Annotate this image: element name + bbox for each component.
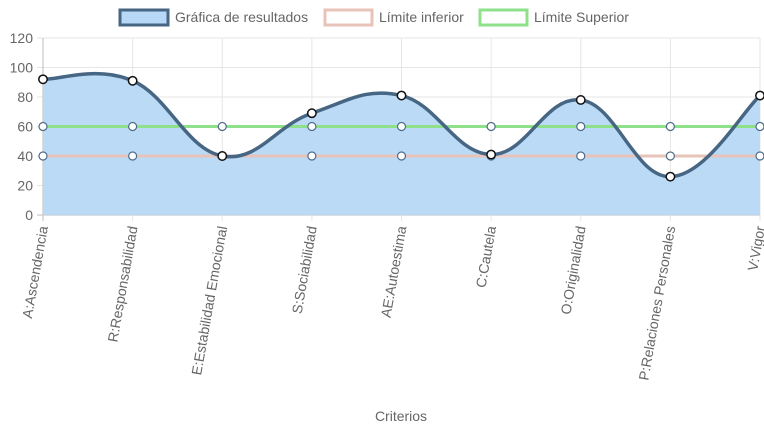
- legend-swatch: [118, 8, 170, 27]
- x-tick-label: V:Vigor: [744, 224, 764, 272]
- legend-item-results[interactable]: Gráfica de resultados: [118, 8, 308, 27]
- lower-limit-point[interactable]: [665, 151, 675, 161]
- results-point[interactable]: [38, 74, 48, 85]
- x-tick-label: S:Sociabilidad: [289, 225, 320, 315]
- x-tick-label: O:Originalidad: [557, 225, 588, 316]
- upper-limit-point[interactable]: [665, 121, 675, 132]
- x-tick-label: P:Relaciones Personales: [635, 225, 678, 382]
- x-tick-label: A:Ascendencia: [19, 225, 51, 320]
- legend-swatch: [323, 8, 374, 27]
- y-tick-label: 120: [10, 30, 34, 46]
- results-point[interactable]: [755, 90, 764, 101]
- upper-limit-point[interactable]: [486, 121, 496, 132]
- legend-swatch: [478, 8, 529, 27]
- legend-item-upper-limit[interactable]: Límite Superior: [478, 8, 629, 27]
- lower-limit-point[interactable]: [128, 151, 138, 161]
- y-tick-label: 20: [17, 178, 33, 194]
- points-layer: [38, 74, 764, 182]
- lower-limit-point[interactable]: [307, 151, 317, 161]
- upper-limit-point[interactable]: [396, 121, 407, 132]
- results-point[interactable]: [396, 90, 407, 101]
- y-tick-label: 60: [17, 119, 33, 135]
- upper-limit-point[interactable]: [217, 121, 227, 132]
- results-point[interactable]: [306, 108, 317, 119]
- lower-limit-point[interactable]: [38, 151, 48, 161]
- upper-limit-point[interactable]: [576, 121, 586, 132]
- results-area-fill: [43, 73, 760, 215]
- upper-limit-point[interactable]: [128, 121, 138, 132]
- legend-label: Límite inferior: [379, 9, 464, 25]
- results-point[interactable]: [127, 75, 138, 86]
- lower-limit-point[interactable]: [576, 151, 586, 161]
- legend-label: Gráfica de resultados: [175, 9, 308, 25]
- lower-limit-point[interactable]: [396, 151, 407, 161]
- upper-limit-point[interactable]: [38, 121, 48, 132]
- x-tick-label: C:Cautela: [473, 225, 500, 289]
- results-line: [42, 71, 762, 179]
- results-point[interactable]: [665, 171, 676, 182]
- x-axis-title: Criterios: [375, 408, 427, 424]
- legend-item-lower-limit[interactable]: Límite inferior: [323, 8, 464, 27]
- results-point[interactable]: [217, 151, 228, 161]
- x-tick-label: E:Estabilidad Emocional: [188, 225, 230, 376]
- y-tick-label: 40: [17, 148, 33, 164]
- results-point[interactable]: [575, 95, 586, 105]
- upper-limit-point[interactable]: [307, 121, 317, 132]
- x-tick-label: AE:Autoestima: [378, 225, 410, 319]
- lower-limit-point[interactable]: [755, 151, 764, 161]
- results-point[interactable]: [486, 149, 497, 160]
- upper-limit-point[interactable]: [755, 121, 764, 132]
- legend-label: Límite Superior: [534, 9, 629, 25]
- legend[interactable]: Gráfica de resultados Límite inferior Lími…: [118, 8, 629, 27]
- y-tick-label: 0: [25, 207, 33, 223]
- y-tick-label: 80: [17, 89, 33, 105]
- y-tick-label: 100: [10, 60, 34, 76]
- x-tick-label: R:Responsabilidad: [104, 225, 140, 344]
